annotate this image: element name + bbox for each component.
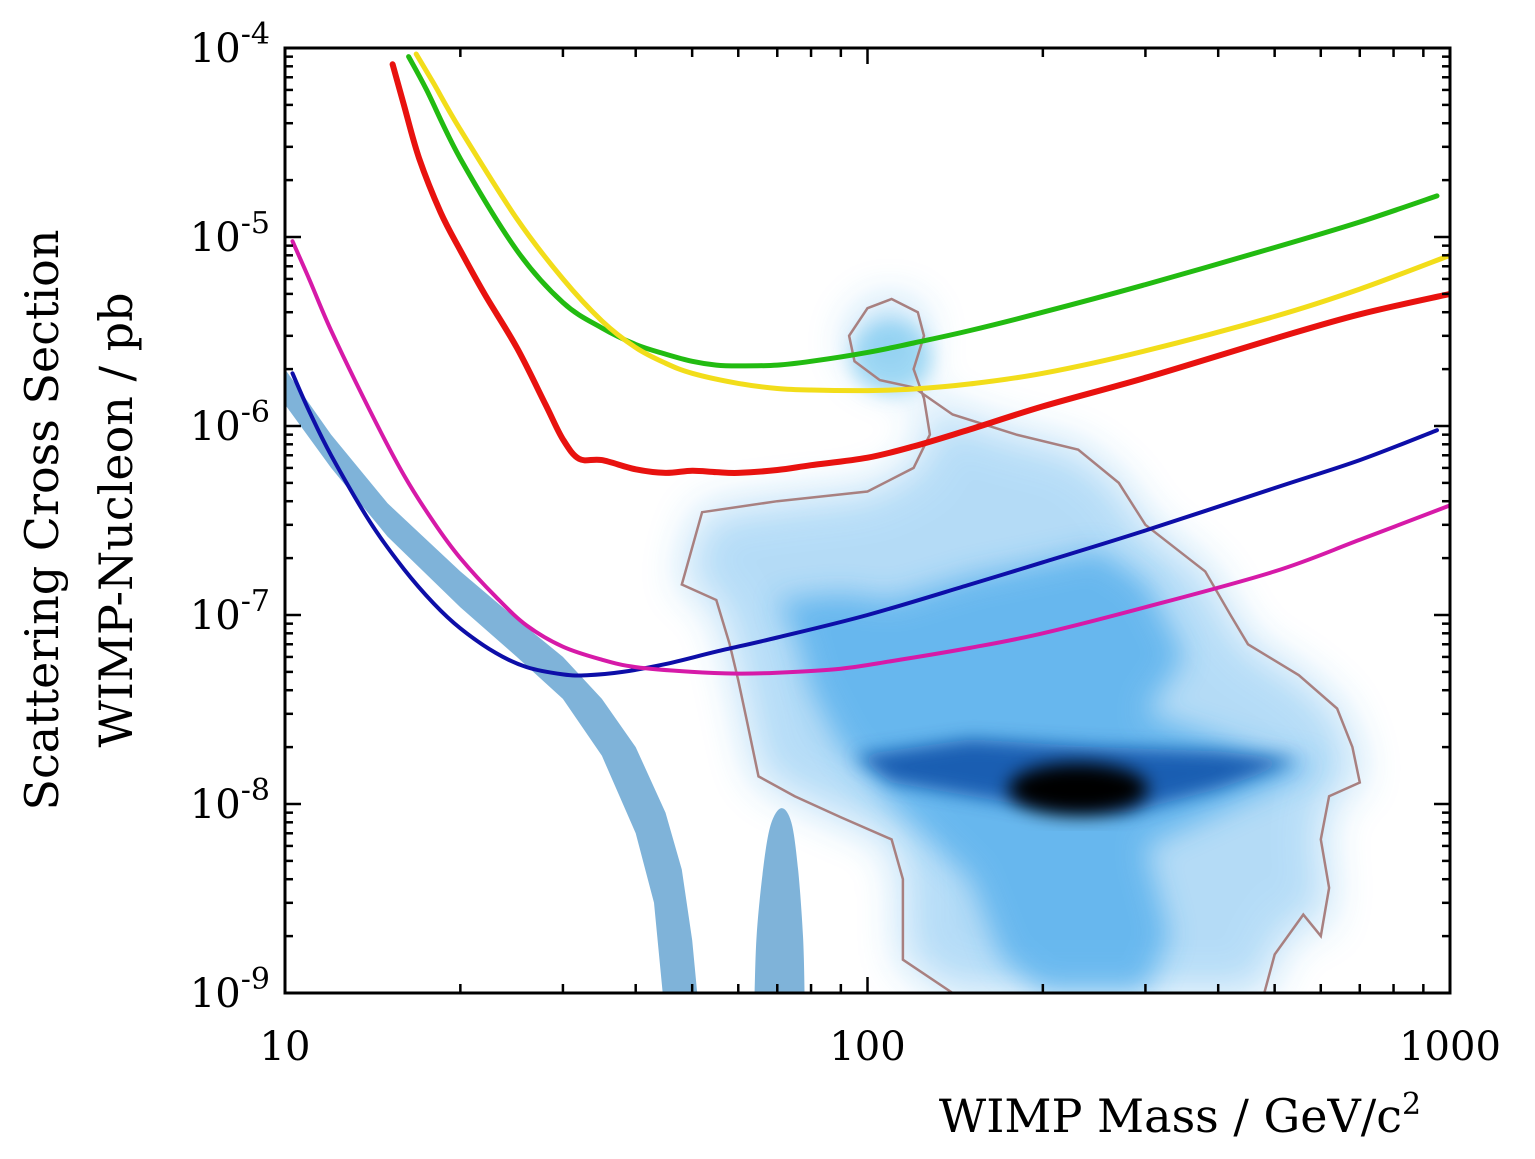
curves-layer: [290, 51, 1450, 678]
y-tick-label: 10-7: [190, 584, 270, 639]
y-tick-exponent: -4: [241, 17, 270, 52]
regions-layer: [285, 297, 1362, 993]
density-peak: [1008, 763, 1149, 815]
x-tick-label: 100: [829, 1024, 905, 1070]
y-axis-title-line1: Scattering Cross Section: [15, 229, 69, 810]
y-axis-title-line2: WIMP-Nucleon / pb: [89, 292, 143, 747]
x-axis-title-text: WIMP Mass / GeV/c: [939, 1089, 1402, 1143]
scan-density-region: [681, 299, 1360, 993]
green-limit-curve: [406, 54, 1440, 369]
y-tick-label: 10-8: [190, 773, 270, 828]
y-tick-base: 10: [190, 593, 241, 639]
y-axis-title: Scattering Cross Section WIMP-Nucleon / …: [15, 229, 143, 810]
y-tick-label: 10-5: [190, 206, 270, 261]
y-tick-exponent: -8: [241, 773, 270, 808]
light-blue-spike-region: [754, 808, 805, 993]
y-tick-label: 10-9: [190, 962, 270, 1017]
x-tick-label: 1000: [1399, 1024, 1501, 1070]
y-tick-base: 10: [190, 404, 241, 450]
blue-limit-curve: [290, 371, 1439, 678]
y-tick-exponent: -6: [241, 395, 270, 430]
y-tick-base: 10: [190, 971, 241, 1017]
y-tick-base: 10: [190, 215, 241, 261]
yellow-limit-curve: [413, 51, 1450, 394]
light-blue-band-region: [285, 369, 698, 993]
ticks-layer: [283, 46, 1452, 995]
x-axis-title-superscript: 2: [1402, 1087, 1421, 1122]
y-tick-label: 10-4: [190, 17, 270, 72]
y-tick-exponent: -5: [241, 206, 270, 241]
x-axis-title: WIMP Mass / GeV/c2: [939, 1087, 1421, 1143]
y-tick-exponent: -9: [241, 962, 270, 997]
y-tick-label: 10-6: [190, 395, 270, 450]
density-upper-blob: [851, 321, 932, 394]
y-tick-exponent: -7: [241, 584, 270, 619]
y-tick-base: 10: [190, 26, 241, 72]
x-tick-label: 10: [260, 1024, 311, 1070]
y-tick-base: 10: [190, 782, 241, 828]
scan-outline-contour: [680, 297, 1362, 993]
magenta-limit-curve: [290, 239, 1450, 676]
red-limit-curve: [389, 61, 1450, 476]
